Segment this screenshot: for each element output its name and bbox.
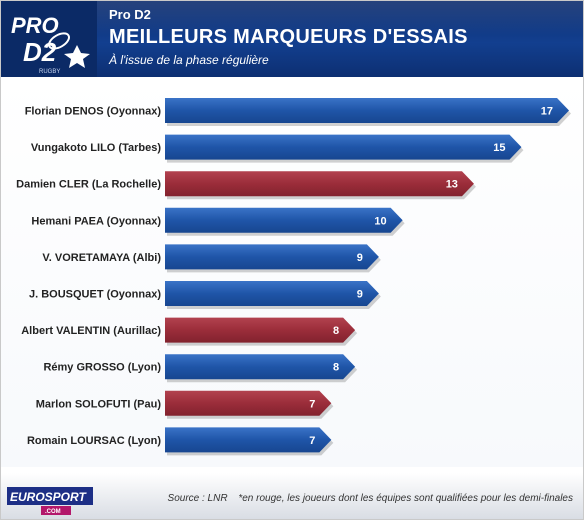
category-label: Florian DENOS (Oyonnax) bbox=[25, 106, 162, 118]
competition-name: Pro D2 bbox=[109, 7, 151, 22]
value-label: 15 bbox=[493, 142, 505, 154]
category-label: Marlon SOLOFUTI (Pau) bbox=[36, 398, 162, 410]
bar bbox=[165, 98, 569, 123]
eurosport-com-text: .COM bbox=[45, 509, 61, 515]
category-label: Romain LOURSAC (Lyon) bbox=[27, 435, 161, 447]
footer: EUROSPORT .COM Source : LNR *en rouge, l… bbox=[1, 473, 583, 519]
value-label: 9 bbox=[357, 289, 363, 301]
value-label: 7 bbox=[309, 398, 315, 410]
header-shine bbox=[1, 1, 583, 35]
bar bbox=[165, 171, 474, 197]
value-label: 9 bbox=[357, 252, 363, 264]
source-note: Source : LNR *en rouge, les joueurs dont… bbox=[168, 493, 573, 504]
category-label: Albert VALENTIN (Aurillac) bbox=[21, 325, 161, 337]
bar bbox=[165, 281, 379, 306]
value-label: 7 bbox=[309, 435, 315, 447]
source-text: Source : LNR bbox=[167, 493, 228, 504]
bar bbox=[165, 207, 403, 233]
bar bbox=[165, 317, 356, 343]
value-label: 10 bbox=[374, 215, 386, 227]
logo-text-pro: PRO bbox=[11, 13, 59, 38]
bars-layer: Florian DENOS (Oyonnax) 17 Vungakoto LILO … bbox=[16, 98, 571, 456]
eurosport-logo: EUROSPORT .COM bbox=[7, 487, 93, 515]
chart-title: MEILLEURS MARQUEURS D'ESSAIS bbox=[109, 26, 468, 48]
category-label: Damien CLER (La Rochelle) bbox=[16, 179, 161, 191]
eurosport-com-band bbox=[41, 506, 71, 515]
bar bbox=[165, 390, 332, 416]
bar bbox=[165, 427, 332, 453]
category-label: Vungakoto LILO (Tarbes) bbox=[31, 142, 162, 154]
bar-chart: Florian DENOS (Oyonnax) 17 Vungakoto LILO … bbox=[16, 98, 571, 456]
value-label: 8 bbox=[333, 325, 339, 337]
star-icon bbox=[64, 45, 90, 68]
value-label: 13 bbox=[446, 179, 458, 191]
eurosport-logo-text: EUROSPORT bbox=[10, 490, 87, 504]
bar bbox=[165, 244, 379, 270]
legend-note: *en rouge, les joueurs dont les équipes … bbox=[238, 493, 573, 504]
value-label: 17 bbox=[541, 106, 553, 118]
category-label: Hemani PAEA (Oyonnax) bbox=[31, 215, 161, 227]
rugby-ball-icon bbox=[48, 32, 70, 50]
logo-text-d2: D2 bbox=[23, 37, 57, 67]
value-label: 8 bbox=[333, 362, 339, 374]
logo-text-rugby: RUGBY bbox=[39, 69, 60, 75]
bar bbox=[165, 134, 522, 160]
chart-subtitle: À l'issue de la phase régulière bbox=[109, 53, 269, 67]
header-banner: PRO D2 RUGBY Pro D2 MEILLEURS MARQUEURS … bbox=[1, 1, 583, 77]
bar bbox=[165, 354, 356, 380]
eurosport-logo-band bbox=[7, 487, 93, 505]
pro-d2-logo: PRO D2 RUGBY bbox=[1, 1, 97, 77]
category-label: V. VORETAMAYA (Albi) bbox=[42, 252, 161, 264]
category-label: J. BOUSQUET (Oyonnax) bbox=[29, 289, 161, 301]
category-label: Rémy GROSSO (Lyon) bbox=[43, 362, 161, 374]
